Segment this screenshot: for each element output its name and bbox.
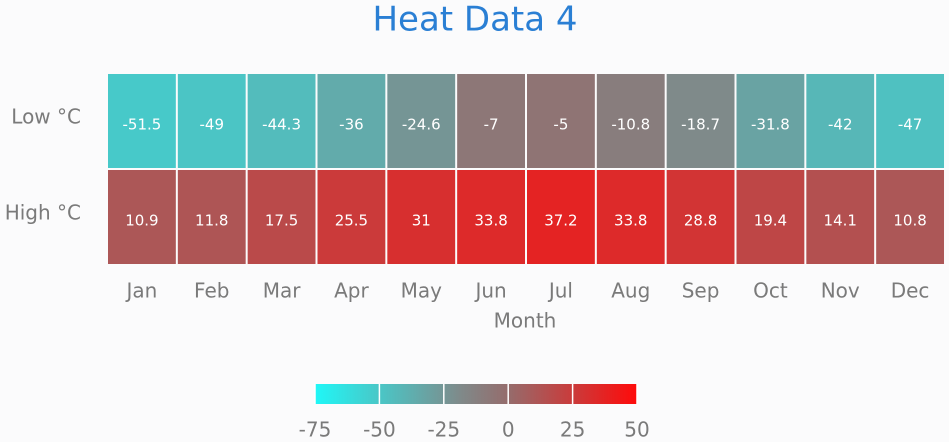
heatmap-cell (527, 74, 595, 168)
x-tick-label: Jul (547, 279, 573, 303)
colorbar-tick-label: 0 (502, 418, 515, 442)
cell-value-label: 11.8 (195, 212, 228, 230)
cell-value-label: 28.8 (684, 212, 717, 230)
cell-value-label: -47 (898, 116, 923, 134)
x-tick-label: Oct (753, 279, 788, 303)
colorbar (315, 384, 637, 404)
cell-value-label: 10.8 (893, 212, 926, 230)
cell-value-label: -18.7 (681, 116, 720, 134)
heatmap-cell (177, 170, 246, 264)
cell-value-label: -31.8 (751, 116, 790, 134)
heatmap-cell (806, 74, 875, 168)
cell-value-label: -24.6 (402, 116, 441, 134)
cell-value-label: 17.5 (265, 212, 298, 230)
cell-value-label: -5 (553, 116, 568, 134)
cell-value-label: 14.1 (824, 212, 857, 230)
heatmap-cell (247, 170, 316, 264)
heatmap-cell (108, 74, 176, 168)
cell-value-label: 37.2 (544, 212, 577, 230)
heatmap-cell (317, 170, 386, 264)
heatmap-cell (736, 74, 805, 168)
cell-value-label: 19.4 (754, 212, 787, 230)
x-tick-label: Mar (263, 279, 302, 303)
x-tick-label: Nov (821, 279, 860, 303)
heatmap-cell (666, 170, 735, 264)
heatmap-cell (736, 170, 805, 264)
x-tick-label: Jun (473, 279, 506, 303)
cell-value-label: -42 (828, 116, 853, 134)
heatmap-cell (457, 170, 525, 264)
heatmap-cell (457, 74, 525, 168)
x-tick-label: Feb (194, 279, 229, 303)
y-tick-label: Low °C (11, 105, 81, 129)
cell-value-label: 10.9 (125, 212, 158, 230)
heatmap-cell (806, 170, 875, 264)
colorbar-tick-label: -75 (299, 418, 332, 442)
x-tick-label: Sep (682, 279, 720, 303)
cell-value-label: -10.8 (611, 116, 650, 134)
colorbar-tick-label: 25 (560, 418, 585, 442)
heatmap-cell (247, 74, 316, 168)
colorbar-tick-label: 50 (624, 418, 649, 442)
heatmap-cell (387, 74, 456, 168)
cell-value-label: 31 (412, 212, 431, 230)
heatmap-cell (596, 74, 665, 168)
heatmap-cell (527, 170, 595, 264)
x-tick-label: Jan (124, 279, 157, 303)
heatmap-cell (108, 170, 176, 264)
heatmap-cell (666, 74, 735, 168)
cell-value-label: 33.8 (474, 212, 507, 230)
x-tick-label: Aug (611, 279, 650, 303)
colorbar-tick-label: -25 (427, 418, 460, 442)
heatmap-cell (596, 170, 665, 264)
heatmap-cell (317, 74, 386, 168)
x-tick-label: May (401, 279, 443, 303)
heatmap-cell (177, 74, 246, 168)
cell-value-label: -51.5 (123, 116, 162, 134)
cell-value-label: 25.5 (335, 212, 368, 230)
x-tick-label: Dec (891, 279, 930, 303)
heatmap-cell (876, 74, 944, 168)
heatmap-cell (876, 170, 944, 264)
colorbar-tick-label: -50 (363, 418, 396, 442)
chart-title: Heat Data 4 (372, 0, 577, 40)
cell-value-label: -44.3 (262, 116, 301, 134)
cell-value-label: -7 (484, 116, 499, 134)
x-axis-title: Month (494, 309, 557, 333)
cell-value-label: -49 (200, 116, 225, 134)
cell-value-label: 33.8 (614, 212, 647, 230)
heatmap-cell (387, 170, 456, 264)
cell-value-label: -36 (339, 116, 364, 134)
x-tick-label: Apr (334, 279, 369, 303)
y-tick-label: High °C (5, 201, 81, 225)
